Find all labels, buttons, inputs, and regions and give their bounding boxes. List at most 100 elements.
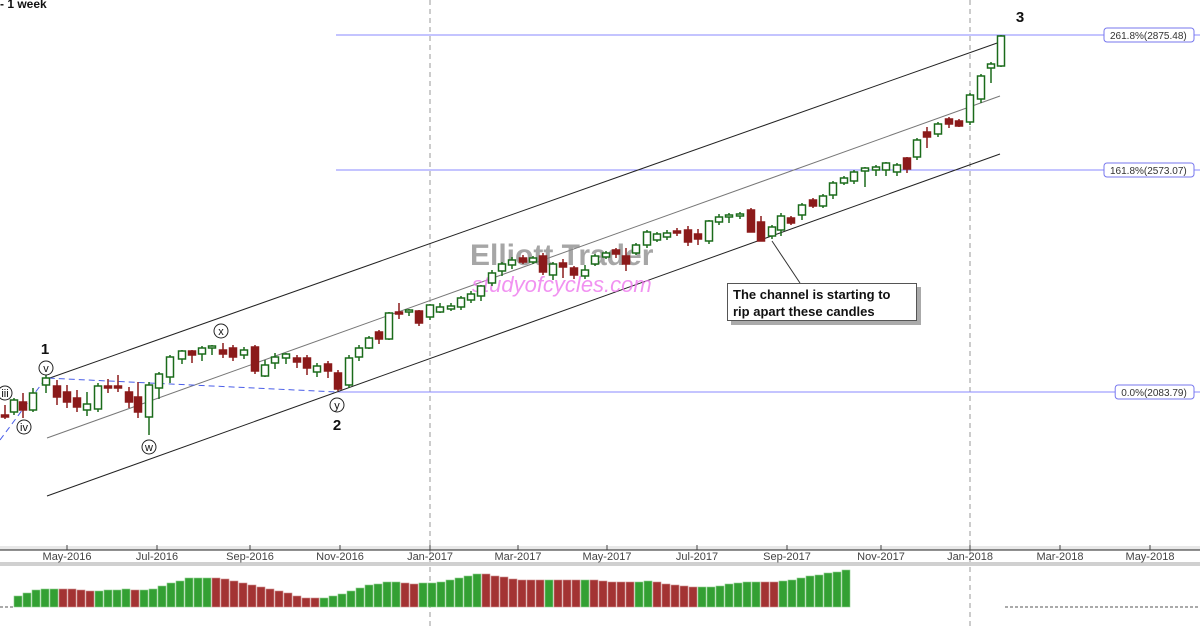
volume-bar: [508, 578, 518, 608]
candle: [425, 304, 435, 320]
candle: [590, 254, 600, 266]
candle: [518, 255, 528, 264]
volume-bar: [418, 582, 428, 608]
candle: [344, 355, 354, 388]
candle: [662, 230, 672, 240]
candle: [270, 353, 280, 369]
candle: [28, 388, 38, 412]
candle: [0, 405, 10, 419]
candle: [912, 138, 922, 160]
candle: [177, 350, 187, 364]
volume-bar: [688, 586, 698, 608]
volume-bar: [832, 571, 842, 608]
volume-bar: [751, 581, 761, 608]
candlesticks: [0, 35, 1006, 435]
candle: [82, 392, 92, 416]
channel-line-lower[interactable]: [46, 153, 1001, 497]
candle: [218, 343, 228, 358]
volume-bar: [571, 579, 581, 608]
panel-divider[interactable]: [0, 562, 1200, 566]
x-tick-label: Jan-2017: [407, 551, 453, 563]
x-tick-label: Sep-2017: [763, 551, 811, 563]
candle: [207, 345, 217, 355]
volume-bar: [796, 577, 806, 608]
candle: [9, 398, 19, 415]
wave-label-x: x: [218, 326, 224, 338]
volume-bar: [526, 579, 536, 608]
candle: [902, 157, 912, 173]
volume-bar: [40, 588, 50, 608]
candle: [746, 208, 756, 233]
wave-label-3: 3: [1016, 9, 1024, 26]
volume-bar: [130, 589, 140, 608]
wave-label-iv: iv: [20, 422, 28, 434]
wave-label-circle: [141, 439, 157, 455]
volume-bar: [463, 575, 473, 608]
volume-bar: [697, 586, 707, 608]
candle: [466, 291, 476, 303]
candle: [683, 226, 693, 246]
wave-label-v: v: [43, 363, 49, 375]
volume-bar: [148, 588, 158, 608]
volume-bar: [607, 581, 617, 608]
fib-label-box: [1114, 384, 1195, 400]
wave-label-y: y: [334, 400, 340, 412]
candle: [621, 248, 631, 271]
x-tick-label: Nov-2017: [857, 551, 905, 563]
volume-bar: [211, 577, 221, 608]
wave-label-circle: [0, 385, 13, 401]
volume-bar: [400, 582, 410, 608]
candle: [839, 176, 849, 185]
channel-line-upper[interactable]: [46, 41, 1001, 380]
wave-label-2: 2: [333, 417, 341, 434]
candle: [704, 220, 714, 244]
candle: [986, 62, 996, 83]
candle: [394, 303, 404, 319]
volume-bar: [292, 595, 302, 608]
candle: [881, 162, 891, 176]
volume-bar: [220, 578, 230, 608]
callout-pointer: [771, 240, 801, 284]
volume-bar: [535, 579, 545, 608]
channel-line-middle[interactable]: [46, 95, 1001, 439]
volume-bar: [94, 590, 104, 608]
volume-bar: [517, 579, 527, 608]
volume-bar: [238, 582, 248, 608]
annotation-callout: The channel is starting to rip apart the…: [727, 283, 917, 321]
volume-bar: [184, 577, 194, 608]
volume-bar: [409, 583, 419, 608]
volume-bar: [814, 574, 824, 608]
volume-bar: [283, 592, 293, 608]
candle: [103, 379, 113, 393]
candle: [672, 228, 682, 236]
x-tick-label: Sep-2016: [226, 551, 274, 563]
volume-bar: [319, 597, 329, 608]
candle: [714, 214, 724, 225]
candle: [569, 266, 579, 279]
candle: [52, 380, 62, 405]
volume-bar: [598, 580, 608, 608]
candle: [808, 198, 818, 208]
volume-bar: [202, 577, 212, 608]
volume-bar: [562, 579, 572, 608]
candle: [538, 253, 548, 275]
wave-label-circle: [16, 419, 32, 435]
x-tick-label: Mar-2018: [1036, 551, 1083, 563]
callout-line-2: rip apart these candles: [733, 304, 875, 319]
volume-bar: [121, 588, 131, 608]
volume-bar: [760, 581, 770, 608]
volume-bar: [265, 588, 275, 608]
candle: [312, 363, 322, 377]
candle: [62, 385, 72, 408]
candle: [124, 387, 134, 408]
wave-label-iii: iii: [1, 388, 8, 400]
volume-bar: [445, 579, 455, 608]
volume-bar: [193, 577, 203, 608]
volume-bar: [382, 581, 392, 608]
volume-bar: [391, 581, 401, 608]
fib-label: 261.8%(2875.48): [1110, 31, 1187, 42]
candle: [528, 256, 538, 264]
volume-bar: [139, 589, 149, 608]
x-tick-label: Jan-2018: [947, 551, 993, 563]
volume-bar: [742, 581, 752, 608]
